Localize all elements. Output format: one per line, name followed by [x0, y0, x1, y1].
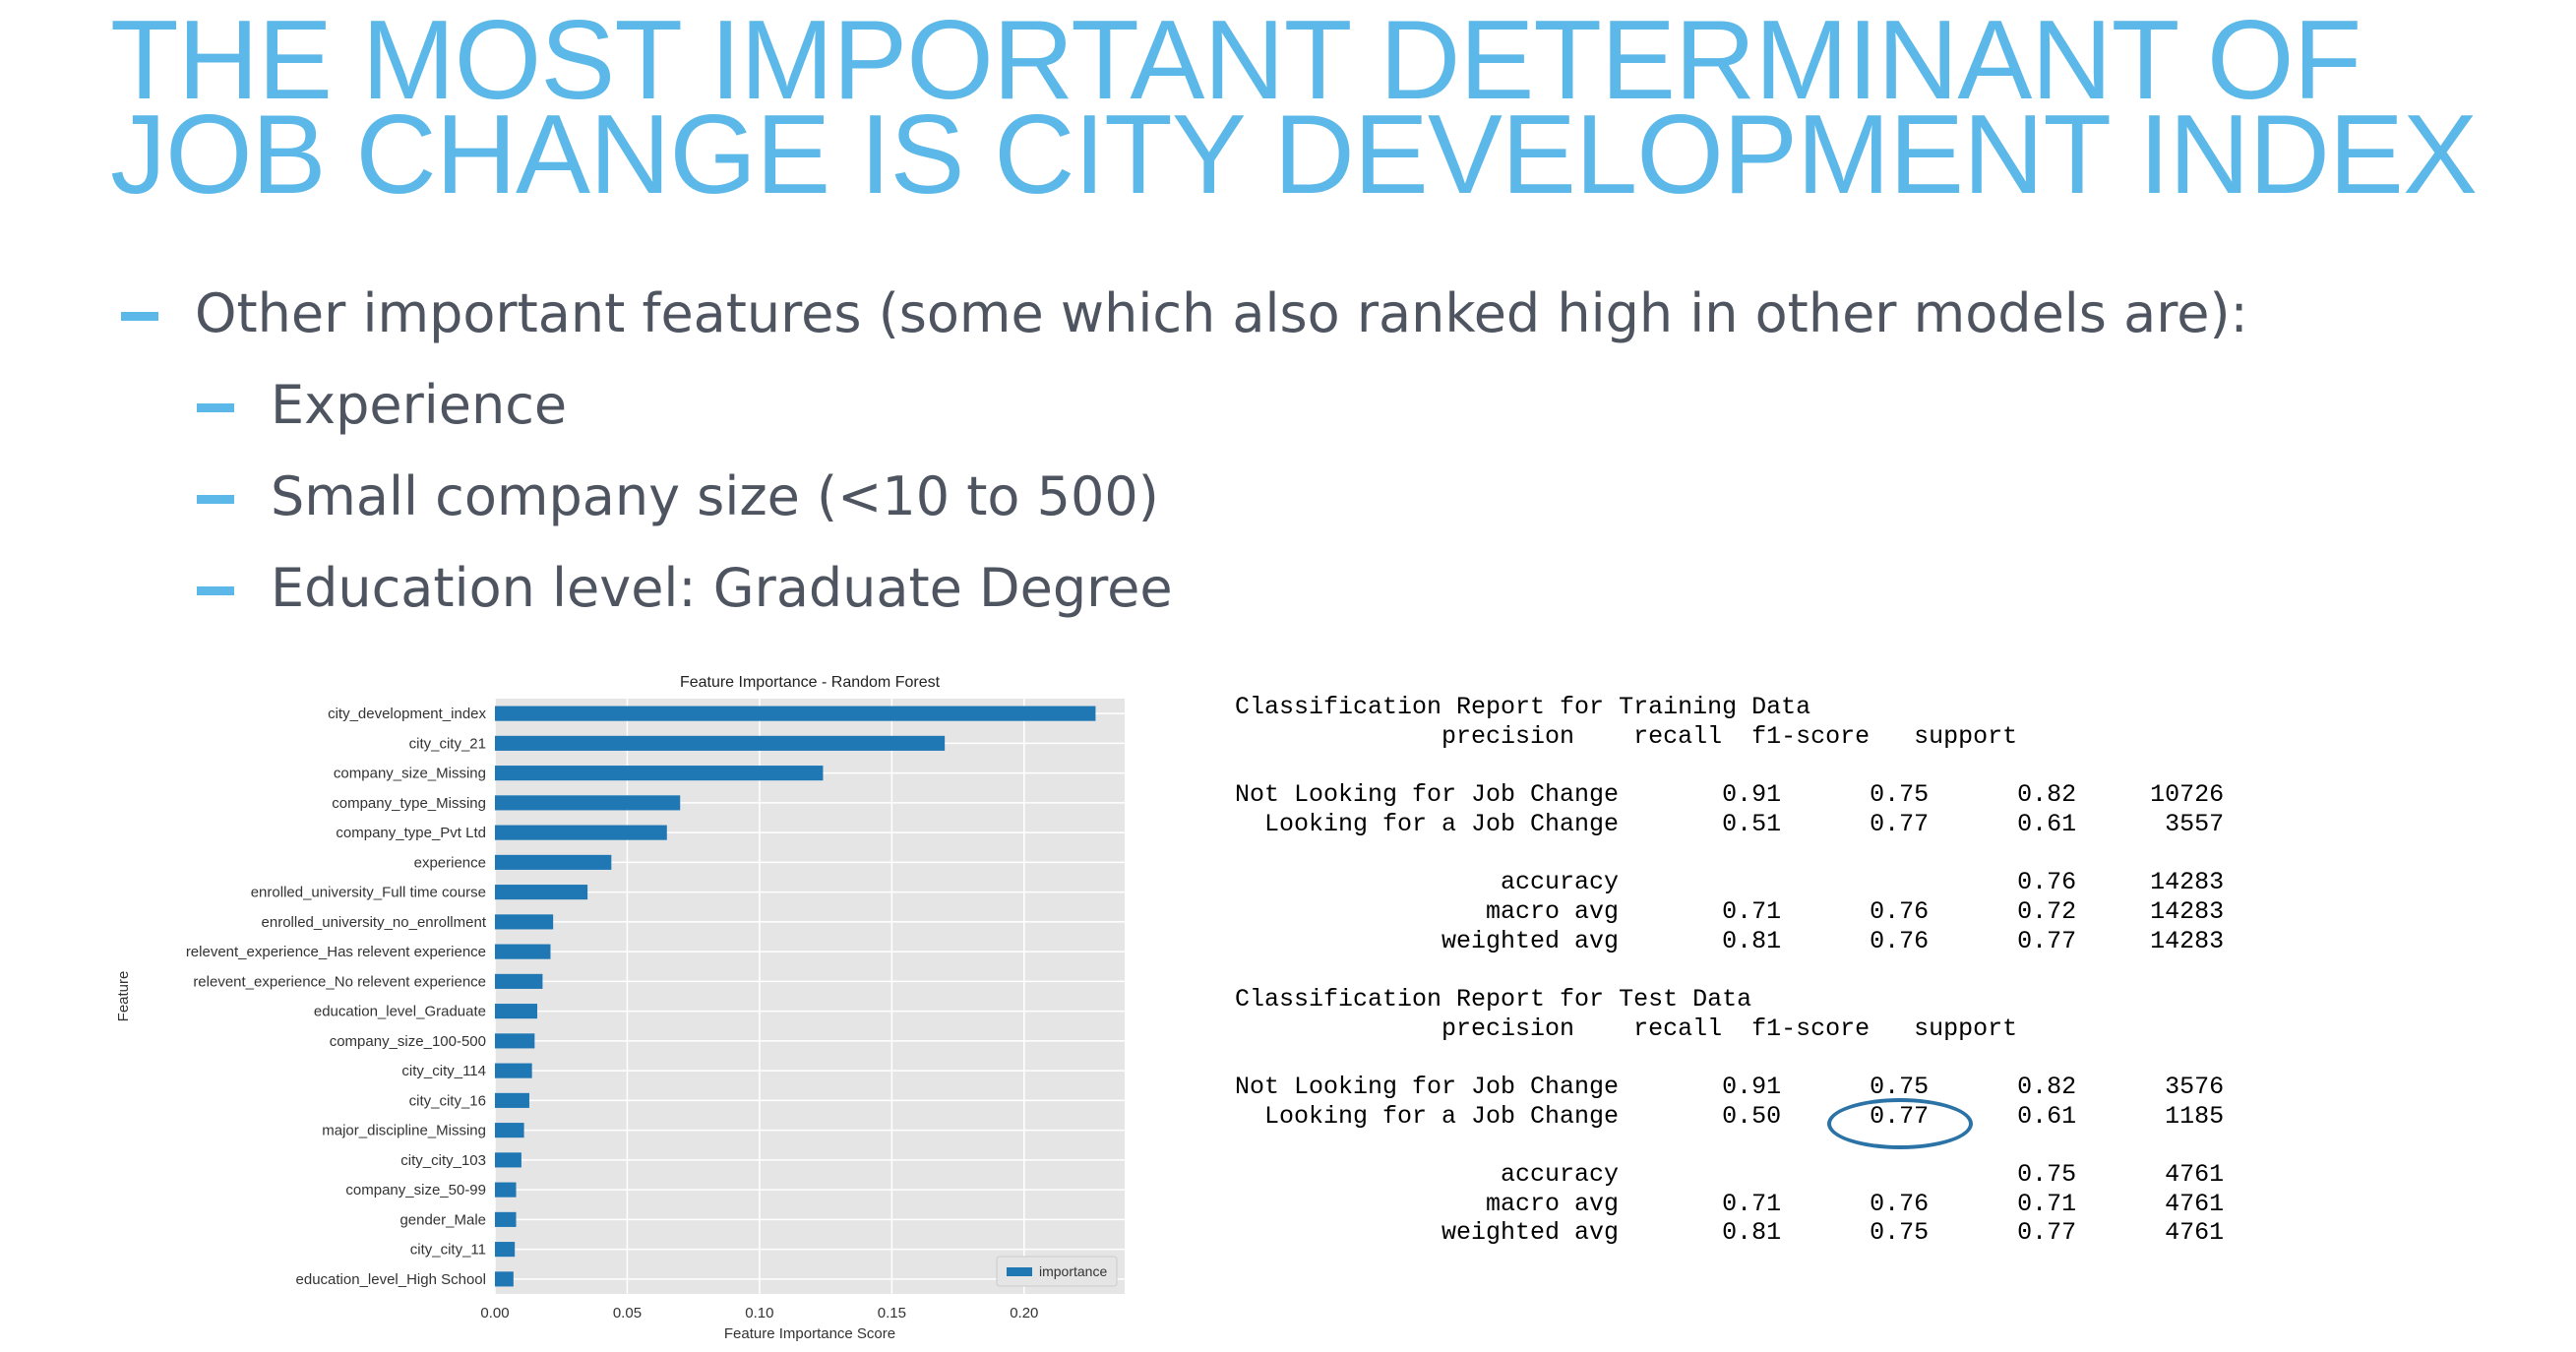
report-line: precision recall f1-score support [1235, 1014, 2018, 1043]
bar [495, 1033, 535, 1049]
y-tick-label: relevent_experience_No relevent experien… [193, 973, 486, 990]
bar [495, 854, 612, 870]
report-line: accuracy 0.76 14283 [1235, 868, 2225, 897]
report-line [1235, 751, 2224, 780]
bullet-item-education: Education level: Graduate Degree [197, 557, 1173, 620]
report-line [1235, 1131, 2224, 1160]
slide-title-line-1: THE MOST IMPORTANT DETERMINANT OF [110, 0, 2361, 123]
chart-y-axis-label: Feature [115, 971, 132, 1022]
report-line: Not Looking for Job Change 0.91 0.75 0.8… [1235, 780, 2225, 810]
report-line: precision recall f1-score support [1235, 721, 2018, 751]
bar [495, 1242, 516, 1258]
bar [495, 825, 667, 840]
y-tick-label: city_city_103 [400, 1152, 486, 1169]
report-line: weighted avg 0.81 0.75 0.77 4761 [1235, 1218, 2225, 1248]
x-tick-label: 0.00 [480, 1305, 509, 1321]
bar [495, 1211, 517, 1227]
chart-y-tick-labels: city_development_index city_city_21compan… [186, 706, 487, 1288]
dash-bullet-icon [197, 495, 234, 504]
y-tick-label: city_city_16 [409, 1092, 486, 1109]
feature-importance-chart: city_development_index city_city_21compan… [115, 674, 1125, 1342]
report-line [1235, 838, 2224, 868]
report-line: accuracy 0.75 4761 [1235, 1160, 2225, 1189]
bar [495, 1123, 524, 1138]
report-line [1235, 1043, 2224, 1073]
y-tick-label: company_size_50-99 [345, 1182, 486, 1198]
bar [495, 1063, 532, 1078]
report-line: Classification Report for Training Data [1235, 693, 1811, 721]
dash-bullet-icon [197, 403, 234, 412]
bullet-item-main: Other important features (some which als… [121, 282, 2248, 345]
y-tick-label: gender_Male [399, 1211, 486, 1228]
report-line: Not Looking for Job Change 0.91 0.75 0.8… [1235, 1072, 2225, 1101]
x-tick-label: 0.15 [878, 1305, 906, 1321]
y-tick-label: relevent_experience_Has relevent experie… [186, 944, 486, 960]
bar [495, 766, 824, 781]
bar [495, 795, 681, 811]
chart-legend: importance [996, 1256, 1118, 1287]
bullet-text: Other important features (some which als… [195, 282, 2248, 344]
bullet-text: Small company size (<10 to 500) [271, 465, 1159, 527]
y-tick-label: education_level_Graduate [314, 1004, 486, 1020]
y-tick-label: city_development_index [328, 706, 486, 722]
y-tick-label: company_type_Missing [332, 795, 486, 812]
dash-bullet-icon [197, 586, 234, 595]
bar [495, 885, 588, 900]
slide-title-line-2: JOB CHANGE IS CITY DEVELOPMENT INDEX [110, 92, 2478, 217]
bar [495, 1004, 538, 1019]
bar [495, 914, 554, 930]
bar [495, 944, 551, 959]
bar [495, 706, 1096, 721]
y-tick-label: company_type_Pvt Ltd [336, 825, 486, 841]
x-tick-label: 0.10 [745, 1305, 773, 1321]
bullet-text: Education level: Graduate Degree [271, 557, 1173, 619]
y-tick-label: company_size_100-500 [330, 1033, 486, 1050]
bar [495, 1152, 521, 1168]
y-tick-label: city_city_114 [401, 1063, 486, 1079]
slide-title: THE MOST IMPORTANT DETERMINANT OF JOB CH… [110, 0, 2550, 217]
chart-title: Feature Importance - Random Forest [680, 674, 941, 691]
y-tick-label: enrolled_university_Full time course [251, 885, 486, 901]
x-tick-label: 0.20 [1010, 1305, 1038, 1321]
bullet-text: Experience [271, 374, 568, 436]
y-tick-label: city_city_21 [409, 735, 486, 752]
legend-label: importance [1039, 1263, 1107, 1279]
dash-bullet-icon [121, 312, 158, 321]
bar [495, 1271, 514, 1287]
y-tick-label: major_discipline_Missing [322, 1123, 486, 1139]
legend-swatch [1007, 1267, 1032, 1276]
bar [495, 1182, 517, 1198]
y-tick-label: experience [414, 854, 486, 871]
report-line: Looking for a Job Change 0.51 0.77 0.61 … [1235, 809, 2225, 838]
y-tick-label: city_city_11 [410, 1242, 486, 1259]
chart-bars [495, 706, 1096, 1287]
legend-box [996, 1256, 1118, 1287]
report-line: weighted avg 0.81 0.76 0.77 14283 [1235, 926, 2225, 955]
report-line [1235, 955, 2224, 985]
highlight-circle [1827, 1098, 1973, 1149]
report-line: Classification Report for Test Data [1235, 984, 1752, 1014]
bar [495, 973, 543, 989]
bullet-item-company-size: Small company size (<10 to 500) [197, 465, 1159, 528]
chart-x-tick-labels: 0.00 0.05 0.10 0.15 0.20 [480, 1305, 1038, 1321]
report-line: Looking for a Job Change 0.50 0.77 0.61 … [1235, 1101, 2225, 1131]
y-tick-label: company_size_Missing [334, 766, 486, 782]
bullet-item-experience: Experience [197, 374, 568, 437]
x-tick-label: 0.05 [613, 1305, 642, 1321]
report-line: macro avg 0.71 0.76 0.71 4761 [1235, 1189, 2225, 1218]
plot-background [495, 699, 1125, 1294]
chart-x-axis-label: Feature Importance Score [724, 1325, 895, 1342]
y-tick-label: education_level_High School [296, 1271, 486, 1288]
y-tick-label: enrolled_university_no_enrollment [262, 914, 487, 931]
bar [495, 735, 946, 751]
report-line: macro avg 0.71 0.76 0.72 14283 [1235, 896, 2225, 926]
classification-report: Classification Report for Training Data … [1235, 693, 2224, 1248]
bar [495, 1092, 529, 1108]
